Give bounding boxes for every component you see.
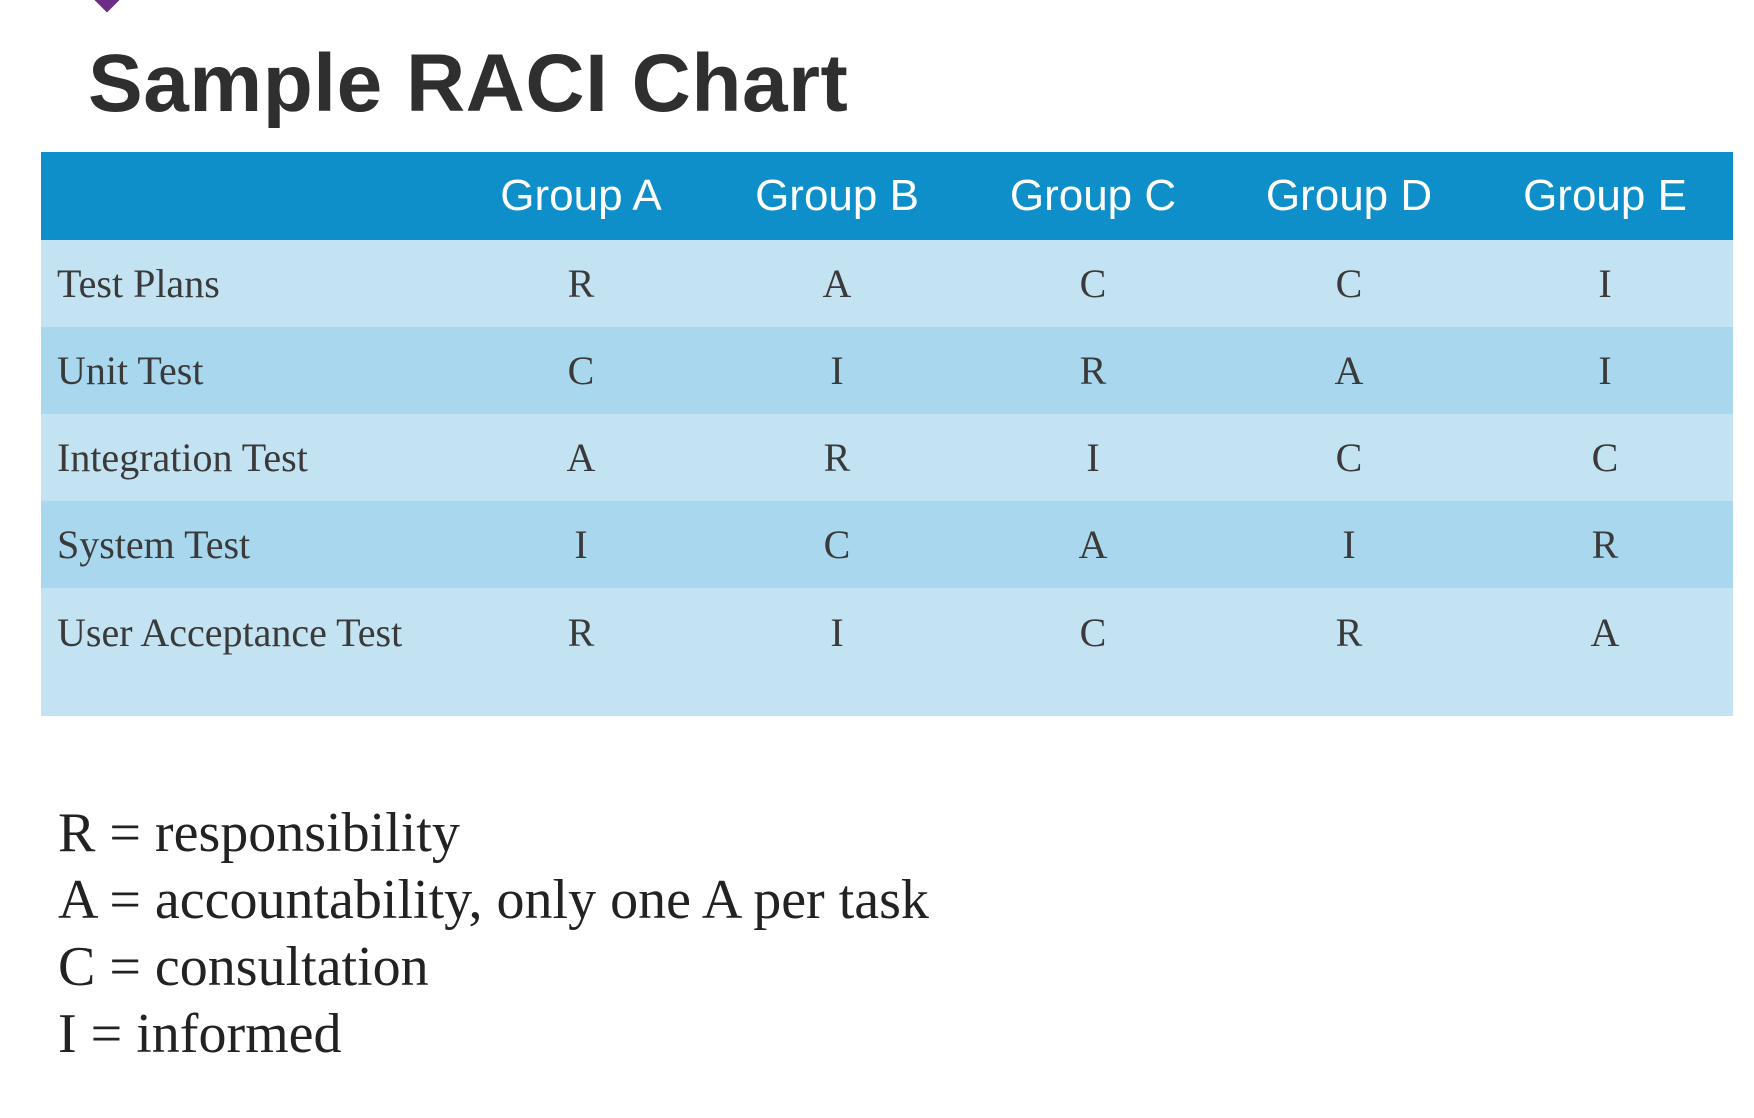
raci-cell: A [822,261,852,306]
task-label: User Acceptance Test [57,610,403,655]
corner-decoration [91,0,123,13]
raci-cell: I [1086,435,1100,480]
raci-cell: I [1598,348,1612,393]
raci-cell: C [1079,610,1107,655]
raci-cell: A [1334,348,1364,393]
table-header-row: Group A Group B Group C Group D Group E [41,152,1733,240]
raci-cell: A [1590,610,1620,655]
legend-item: C = consultation [58,936,429,998]
raci-cell: C [1591,435,1619,480]
legend-item: R = responsibility [58,802,460,864]
task-label: Test Plans [57,260,220,306]
raci-legend: R = responsibility A = accountability, o… [58,800,929,1068]
table-header-group-e: Group E [1523,171,1687,220]
raci-cell: I [574,522,588,567]
legend-item: A = accountability, only one A per task [58,869,929,931]
page-title: Sample RACI Chart [88,38,849,129]
task-label: System Test [57,521,251,567]
raci-cell: R [823,435,851,480]
task-label: Integration Test [57,434,308,480]
raci-cell: I [830,610,844,655]
raci-cell: C [1079,261,1107,306]
table-header-group-c: Group C [1009,171,1177,220]
table-row: User Acceptance Test R I C R A [41,588,1733,716]
raci-cell: R [1335,610,1363,655]
table-header-group-d: Group D [1265,171,1433,220]
raci-cell: C [823,522,851,567]
raci-table: Group A Group B Group C Group D Group E … [41,152,1733,716]
raci-cell: R [1591,522,1619,567]
task-label: Unit Test [57,347,204,393]
table-header-group-a: Group A [500,171,662,220]
raci-cell: R [567,261,595,306]
table-row: Test Plans R A C C I [41,240,1733,327]
raci-cell: I [830,348,844,393]
raci-cell: A [566,435,596,480]
table-row: System Test I C A I R [41,501,1733,588]
table-header-group-b: Group B [755,171,919,220]
raci-cell: C [567,348,595,393]
raci-cell: C [1335,435,1363,480]
table-row: Unit Test C I R A I [41,327,1733,414]
table-header-task [41,152,453,240]
raci-cell: R [1079,348,1107,393]
raci-cell: R [567,610,595,655]
raci-cell: I [1342,522,1356,567]
raci-cell: I [1598,261,1612,306]
table-row: Integration Test A R I C C [41,414,1733,501]
raci-cell: C [1335,261,1363,306]
raci-cell: A [1078,522,1108,567]
legend-item: I = informed [58,1003,342,1065]
